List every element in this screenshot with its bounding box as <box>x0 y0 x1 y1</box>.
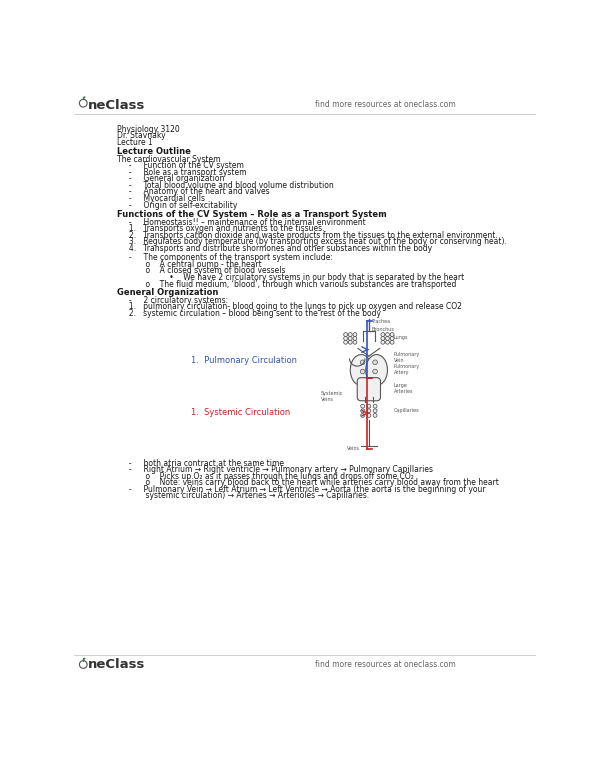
Text: 1.   pulmonary circulation- blood going to the lungs to pick up oxygen and relea: 1. pulmonary circulation- blood going to… <box>117 302 462 311</box>
Ellipse shape <box>83 96 85 99</box>
Text: 1.  Systemic Circulation: 1. Systemic Circulation <box>190 408 290 417</box>
Circle shape <box>367 413 371 417</box>
Text: Lecture 1: Lecture 1 <box>117 138 153 147</box>
Text: neClass: neClass <box>87 99 145 112</box>
Circle shape <box>361 413 365 417</box>
Text: Pulmonary
Artery: Pulmonary Artery <box>394 363 420 375</box>
Ellipse shape <box>83 658 85 660</box>
Circle shape <box>381 340 385 344</box>
Text: Functions of the CV System – Role as a Transport System: Functions of the CV System – Role as a T… <box>117 210 387 219</box>
Circle shape <box>348 333 352 336</box>
Circle shape <box>353 340 357 344</box>
Circle shape <box>361 369 365 373</box>
Circle shape <box>381 336 385 340</box>
Text: 2.   systemic circulation – blood being sent to the rest of the body: 2. systemic circulation – blood being se… <box>117 309 381 318</box>
Circle shape <box>381 333 385 336</box>
Circle shape <box>353 336 357 340</box>
Circle shape <box>344 340 347 344</box>
Text: neClass: neClass <box>87 658 145 671</box>
Text: Lungs: Lungs <box>394 334 408 340</box>
Circle shape <box>386 340 389 344</box>
Text: o    A central pump - the heart: o A central pump - the heart <box>117 259 262 269</box>
Text: General Organization: General Organization <box>117 288 218 297</box>
Text: o    The fluid medium, ‘blood’, through which various substances are transported: o The fluid medium, ‘blood’, through whi… <box>117 280 456 289</box>
Circle shape <box>361 409 365 413</box>
Text: Systemic
Veins: Systemic Veins <box>321 390 343 402</box>
Text: o    A closed system of blood vessels: o A closed system of blood vessels <box>117 266 286 276</box>
Text: Bronchus: Bronchus <box>371 326 394 332</box>
Circle shape <box>372 360 377 364</box>
Circle shape <box>373 404 377 408</box>
Circle shape <box>344 333 347 336</box>
Text: 1.   Transports oxygen and nutrients to the tissues.: 1. Transports oxygen and nutrients to th… <box>117 224 324 233</box>
Circle shape <box>372 369 377 373</box>
Text: 1.  Pulmonary Circulation: 1. Pulmonary Circulation <box>190 356 297 365</box>
Circle shape <box>386 336 389 340</box>
Circle shape <box>79 99 87 107</box>
Text: find more resources at oneclass.com: find more resources at oneclass.com <box>315 660 455 669</box>
Text: -     Pulmonary Vein → Left Atrium → Left Ventricle → Aorta (the aorta is the be: - Pulmonary Vein → Left Atrium → Left Ve… <box>117 485 486 494</box>
Circle shape <box>344 336 347 340</box>
Circle shape <box>390 340 394 344</box>
Circle shape <box>390 333 394 336</box>
Text: -     Origin of self-excitability: - Origin of self-excitability <box>117 200 237 209</box>
Text: o    Picks up O₂ as it passes through the lungs and drops off some CO₂: o Picks up O₂ as it passes through the l… <box>117 471 414 480</box>
Text: -     2 circulatory systems:: - 2 circulatory systems: <box>117 296 228 305</box>
Circle shape <box>361 360 365 364</box>
Text: ●: ● <box>80 99 93 113</box>
Circle shape <box>348 340 352 344</box>
Circle shape <box>353 333 357 336</box>
Text: Capillaries: Capillaries <box>394 408 419 413</box>
Text: -     General organization: - General organization <box>117 174 224 183</box>
Circle shape <box>386 333 389 336</box>
Text: •    We have 2 circulatory systems in our body that is separated by the heart: • We have 2 circulatory systems in our b… <box>117 273 464 282</box>
Text: -     Function of the CV system: - Function of the CV system <box>117 161 244 170</box>
Text: -     Anatomy of the heart and valves: - Anatomy of the heart and valves <box>117 187 270 196</box>
Circle shape <box>373 413 377 417</box>
Text: Dr. Stavnaky: Dr. Stavnaky <box>117 131 165 140</box>
Text: 2.   Transports carbon dioxide and waste products from the tissues to the extern: 2. Transports carbon dioxide and waste p… <box>117 230 498 239</box>
Text: -     Total blood volume and blood volume distribution: - Total blood volume and blood volume di… <box>117 181 334 190</box>
Text: 4.   Transports and distribute shormones and other substances within the body: 4. Transports and distribute shormones a… <box>117 243 432 253</box>
Text: find more resources at oneclass.com: find more resources at oneclass.com <box>315 100 455 109</box>
Text: -     both atria contract at the same time: - both atria contract at the same time <box>117 458 284 467</box>
Circle shape <box>390 336 394 340</box>
Text: 3.   Regulates body temperature (by transporting excess heat out of the body or : 3. Regulates body temperature (by transp… <box>117 237 507 246</box>
Text: Veins: Veins <box>347 446 360 451</box>
FancyBboxPatch shape <box>357 377 380 400</box>
Circle shape <box>367 409 371 413</box>
Text: Physiology 3120: Physiology 3120 <box>117 125 180 134</box>
Circle shape <box>373 409 377 413</box>
Text: Pulmonary
Vein: Pulmonary Vein <box>394 352 420 363</box>
Circle shape <box>361 404 365 408</box>
Circle shape <box>348 336 352 340</box>
Text: systemic circulation) → Arteries → Arterioles → Capillaries.: systemic circulation) → Arteries → Arter… <box>117 491 369 500</box>
Text: Lecture Outline: Lecture Outline <box>117 147 191 156</box>
Circle shape <box>367 404 371 408</box>
Ellipse shape <box>350 354 372 385</box>
Text: Large
Arteries: Large Arteries <box>394 383 413 394</box>
Text: -     Right Atrium → Right ventricle → Pulmonary artery → Pulmonary Capillaries: - Right Atrium → Right ventricle → Pulmo… <box>117 465 433 474</box>
Text: -     Homeostasis!! – maintenance of the internal environment: - Homeostasis!! – maintenance of the int… <box>117 217 366 226</box>
Text: -     Role as a transport system: - Role as a transport system <box>117 168 246 177</box>
Text: -     Myocardial cells: - Myocardial cells <box>117 194 205 203</box>
Ellipse shape <box>366 354 387 385</box>
Circle shape <box>79 661 87 668</box>
Text: o    Note: veins carry blood back to the heart while arteries carry blood away f: o Note: veins carry blood back to the he… <box>117 478 499 487</box>
Text: Trachea: Trachea <box>371 319 390 324</box>
Text: -     The components of the transport system include:: - The components of the transport system… <box>117 253 333 263</box>
Text: The cardiovascular System: The cardiovascular System <box>117 155 221 164</box>
